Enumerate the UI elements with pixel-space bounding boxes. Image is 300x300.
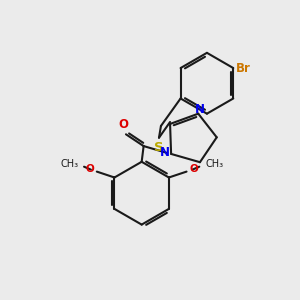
Text: O: O — [190, 164, 198, 174]
Text: O: O — [85, 164, 94, 174]
Text: CH₃: CH₃ — [60, 159, 78, 169]
Text: S: S — [154, 141, 164, 154]
Text: CH₃: CH₃ — [205, 159, 223, 169]
Text: O: O — [118, 118, 128, 131]
Text: N: N — [160, 146, 170, 160]
Text: N: N — [195, 103, 205, 116]
Text: Br: Br — [236, 61, 251, 74]
